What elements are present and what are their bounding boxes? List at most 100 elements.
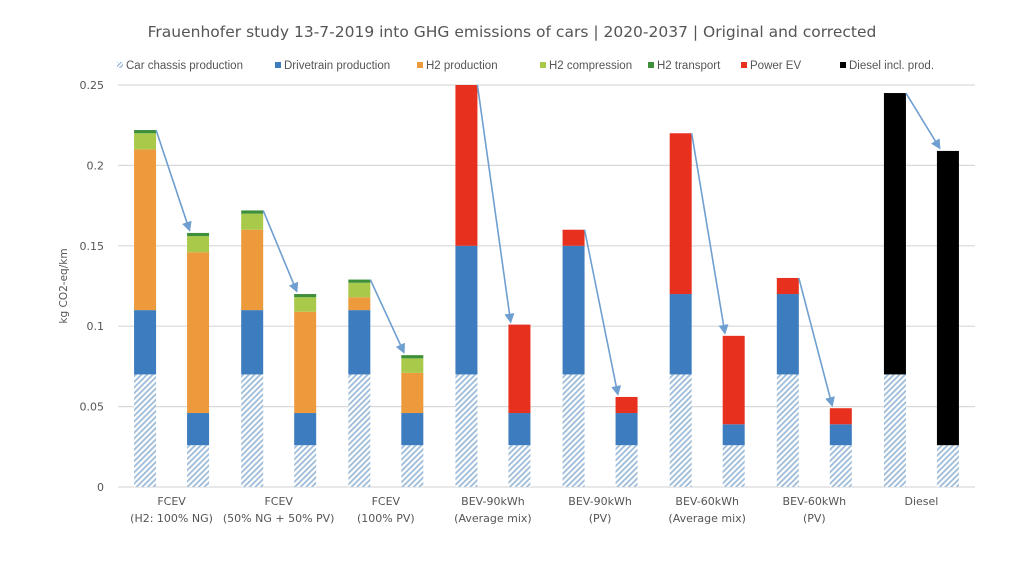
category-sublabel: (Average mix) [454,512,532,525]
legend-item-drivetrain: Drivetrain production [275,60,390,72]
bar-segment-powerev [669,133,692,295]
y-tick-label: 0.2 [87,159,105,172]
y-tick-label: 0.15 [80,240,105,253]
legend-swatch [840,62,846,68]
bar-original-6 [776,277,799,487]
y-tick-label: 0.05 [80,401,105,414]
bar-segment-drivetrain [401,413,424,446]
bar-segment-h2trans [348,279,371,283]
bar-segment-h2comp [348,282,371,298]
legend-label: H2 production [426,60,498,72]
legend-item-h2comp: H2 compression [540,60,632,72]
category-sublabel: (H2: 100% NG) [130,512,213,525]
bar-segment-drivetrain [776,294,799,375]
arrows [155,84,941,408]
legend-swatch [417,62,423,68]
bar-original-1 [241,210,264,487]
bar-corrected-5 [722,335,745,487]
bar-original-0 [134,130,157,487]
correction-arrow [690,133,729,335]
chart-title: Frauenhofer study 13-7-2019 into GHG emi… [148,23,877,41]
bar-segment-powerev [508,324,531,414]
category-sublabel: (100% PV) [357,512,415,525]
bar-segment-drivetrain [455,245,478,375]
category-label: FCEV [264,495,293,508]
bar-segment-h2trans [187,232,210,237]
category-label: BEV-60kWh [783,495,847,508]
legend-label: Car chassis production [126,60,243,72]
correction-arrow [905,92,941,150]
bar-corrected-1 [294,294,317,487]
bar-segment-drivetrain [241,310,264,375]
y-axis-label: kg CO2-eq/km [58,248,70,323]
bar-segment-chassis [401,445,424,487]
bar-segment-chassis [187,445,210,487]
bar-segment-h2trans [294,294,317,298]
category-label: BEV-90kWh [461,495,525,508]
bar-segment-powerev [615,396,638,414]
bar-segment-chassis [883,374,906,487]
bar-segment-h2comp [187,236,210,253]
bar-segment-drivetrain [615,413,638,446]
bar-segment-chassis [776,374,799,487]
y-axis-ticks: 0 0.05 0.1 0.15 0.2 0.25 [80,79,105,494]
bar-original-3 [455,85,478,487]
bar-segment-powerev [455,85,478,246]
bar-segment-drivetrain [669,294,692,375]
category-label: Diesel [905,495,939,508]
bar-segment-h2prod [241,229,264,311]
bar-segment-chassis [508,445,531,487]
category-sublabel: (PV) [803,512,826,525]
bar-corrected-3 [508,324,531,487]
y-tick-label: 0.25 [80,79,105,92]
bar-segment-h2comp [294,297,317,312]
bar-corrected-7 [936,150,959,487]
legend-label: Power EV [750,60,801,72]
bar-segment-h2comp [241,213,264,230]
bar-segment-chassis [562,374,585,487]
legend-swatch [540,62,546,68]
bar-segment-chassis [348,374,371,487]
legend-swatch [117,62,123,68]
bar-segment-h2prod [294,311,317,414]
bar-original-2 [348,279,371,487]
bar-segment-drivetrain [134,310,157,375]
bar-segment-drivetrain [829,424,852,446]
legend-item-powerev: Power EV [741,60,801,72]
bar-segment-chassis [669,374,692,487]
bar-segment-chassis [134,374,157,487]
bar-segment-chassis [241,374,264,487]
bar-segment-chassis [936,445,959,487]
bars [134,85,959,487]
bar-segment-h2comp [134,133,157,150]
correction-arrow [583,229,622,396]
bar-segment-drivetrain [508,413,531,446]
correction-arrow [155,129,192,232]
bar-segment-h2comp [401,358,424,373]
category-sublabel: (50% NG + 50% PV) [223,512,335,525]
bar-segment-h2trans [134,130,157,134]
bar-segment-chassis [615,445,638,487]
bar-original-7 [883,93,906,487]
bar-segment-drivetrain [722,424,745,446]
category-label: BEV-60kWh [675,495,739,508]
x-axis-categories: FCEV (H2: 100% NG) FCEV (50% NG + 50% PV) FC… [130,495,938,525]
legend: Car chassis production Drivetrain product… [117,60,934,72]
bar-segment-drivetrain [562,245,585,375]
bar-segment-powerev [829,408,852,425]
legend-item-diesel: Diesel incl. prod. [840,60,934,72]
legend-label: H2 compression [549,60,632,72]
bar-segment-drivetrain [187,413,210,446]
bar-segment-h2trans [401,355,424,359]
legend-item-chassis: Car chassis production [117,60,243,72]
bar-segment-h2prod [187,252,210,414]
bar-segment-powerev [722,335,745,425]
y-tick-label: 0 [97,481,104,494]
legend-swatch [741,62,747,68]
bar-segment-h2prod [401,372,424,414]
legend-label: Diesel incl. prod. [849,60,934,72]
correction-arrow [798,277,835,408]
bar-original-4 [562,229,585,487]
